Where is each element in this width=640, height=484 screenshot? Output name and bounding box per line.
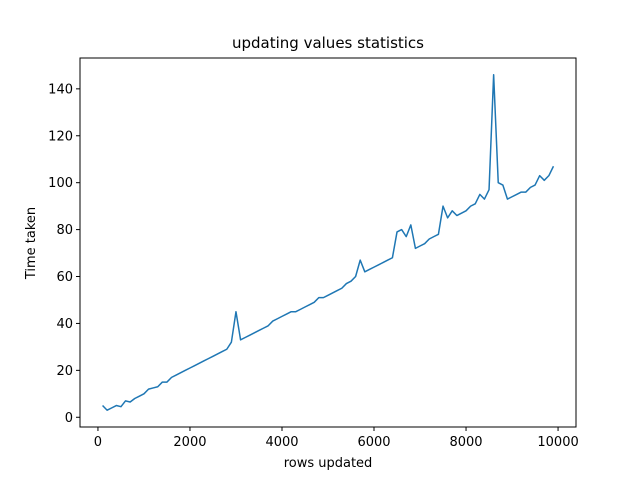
y-tick-label: 20 [56,364,73,379]
y-tick-label: 120 [48,129,73,144]
y-axis-label: Time taken [24,207,39,280]
data-line [102,74,555,411]
x-tick-label: 6000 [357,435,390,450]
x-axis-label: rows updated [284,456,373,471]
y-tick-label: 40 [56,317,73,332]
y-tick-label: 60 [56,270,73,285]
y-tick-label: 0 [65,411,73,426]
x-tick-label: 4000 [265,435,298,450]
y-tick-label: 140 [48,82,73,97]
plot-frame [79,57,577,428]
x-tick-label: 8000 [449,435,482,450]
y-tick-label: 80 [56,223,73,238]
x-tick-label: 0 [94,435,102,450]
x-tick-label: 10000 [537,435,578,450]
x-tick-label: 2000 [173,435,206,450]
chart-title: updating values statistics [232,34,424,52]
y-tick-label: 100 [48,176,73,191]
